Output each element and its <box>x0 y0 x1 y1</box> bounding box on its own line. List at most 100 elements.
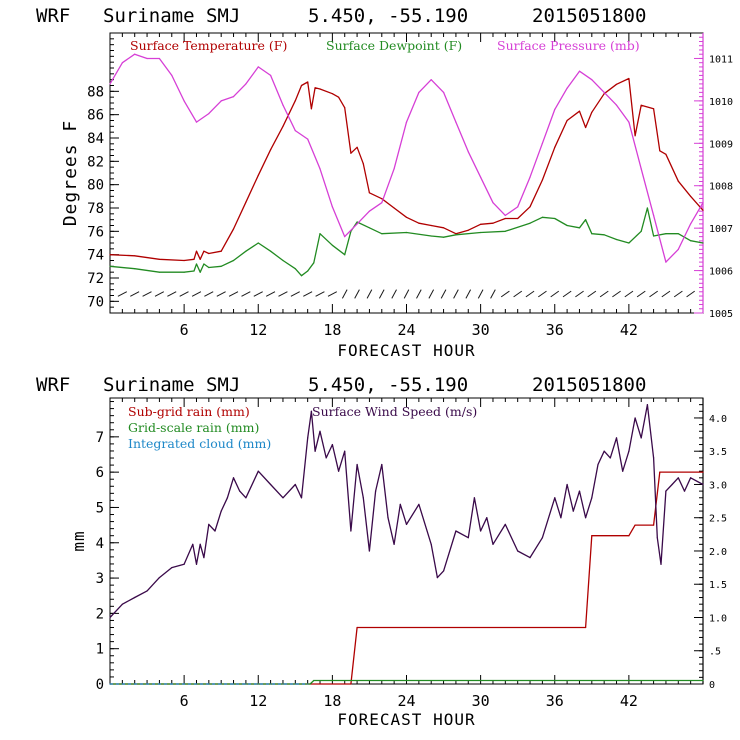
data-point <box>195 121 198 123</box>
y2-tick-label: 1011 <box>709 54 733 65</box>
data-point <box>134 53 136 55</box>
series-line-2 <box>110 679 703 685</box>
wind-barb <box>477 289 484 299</box>
data-point <box>541 216 544 218</box>
wind-barb <box>315 291 325 297</box>
data-point <box>653 457 655 459</box>
wind-barb <box>649 290 658 298</box>
data-point <box>702 483 704 486</box>
data-point <box>338 470 340 472</box>
data-point <box>109 83 111 85</box>
data-point <box>665 490 667 492</box>
y2-tick-label: 0 <box>709 680 715 691</box>
data-point <box>381 463 383 466</box>
data-point <box>192 543 194 545</box>
data-point <box>195 563 198 565</box>
data-point <box>609 457 611 459</box>
data-point <box>443 91 445 93</box>
data-point <box>677 248 679 250</box>
y2-tick-label: 2.0 <box>709 547 727 558</box>
header-location: Suriname SMJ <box>103 5 240 27</box>
data-point <box>393 168 395 170</box>
data-point <box>455 121 457 123</box>
data-point <box>356 221 358 223</box>
data-point <box>368 192 370 194</box>
data-point <box>677 180 679 182</box>
data-point <box>628 450 630 452</box>
data-point <box>677 233 679 235</box>
data-point <box>257 470 259 472</box>
data-point <box>393 207 395 209</box>
data-point <box>436 577 438 579</box>
data-point <box>294 130 296 132</box>
data-point <box>356 463 358 466</box>
data-point <box>381 202 383 204</box>
data-point <box>270 149 272 151</box>
y-tick-label: 78 <box>87 201 104 217</box>
y-tick-label: 86 <box>87 108 104 124</box>
y-tick-label: 80 <box>87 178 104 194</box>
data-point <box>208 113 210 115</box>
data-point <box>578 70 581 72</box>
x-tick-label: 42 <box>620 692 638 710</box>
y2-tick-label: 1005 <box>709 309 733 320</box>
y-tick-label: 84 <box>87 131 104 147</box>
data-point <box>158 258 160 260</box>
data-point <box>418 222 420 224</box>
data-point <box>634 417 636 419</box>
x-tick-label: 18 <box>323 692 341 710</box>
x-tick-label: 36 <box>546 692 564 710</box>
data-point <box>208 266 210 269</box>
wind-barb <box>686 290 695 298</box>
data-point <box>591 233 593 235</box>
wind-barb <box>453 289 459 299</box>
data-point <box>270 483 272 486</box>
data-point <box>566 483 568 486</box>
x-tick-label: 42 <box>620 321 638 339</box>
data-point <box>529 557 531 559</box>
data-point <box>597 463 599 466</box>
header-model: WRF <box>36 374 70 396</box>
data-point <box>572 510 574 512</box>
data-point <box>554 108 556 110</box>
wind-barb <box>290 291 300 297</box>
data-point <box>331 206 333 208</box>
wind-barb <box>465 289 472 299</box>
y2-tick-label: 4.0 <box>709 414 727 425</box>
data-point <box>480 223 482 225</box>
data-point <box>656 537 658 539</box>
data-point <box>541 179 544 181</box>
data-point <box>480 231 482 234</box>
x-tick-label: 12 <box>249 692 267 710</box>
data-point <box>183 563 185 565</box>
data-point <box>314 450 316 452</box>
x-axis-label: FORECAST HOUR <box>337 341 475 360</box>
data-point <box>245 497 247 499</box>
data-point <box>628 535 630 537</box>
data-point <box>307 437 309 439</box>
data-point <box>245 83 247 85</box>
data-point <box>517 217 519 220</box>
data-point <box>622 470 624 472</box>
data-point <box>381 198 383 200</box>
data-point <box>541 537 544 539</box>
data-point <box>214 530 216 532</box>
data-point <box>628 121 630 123</box>
y-tick-label: 1 <box>96 642 104 658</box>
header-coords: 5.450, -55.190 <box>308 5 468 27</box>
wind-barb <box>154 291 165 297</box>
data-point <box>220 683 222 685</box>
data-point <box>199 543 201 545</box>
data-point <box>615 238 618 241</box>
y-tick-label: 70 <box>87 294 104 310</box>
data-point <box>356 223 358 225</box>
data-point <box>467 537 469 539</box>
data-point <box>158 577 160 579</box>
wind-barb <box>636 290 646 298</box>
data-point <box>203 263 205 265</box>
data-point <box>634 135 636 137</box>
wind-barb <box>354 289 360 299</box>
data-point <box>193 258 195 260</box>
data-point <box>362 497 364 499</box>
